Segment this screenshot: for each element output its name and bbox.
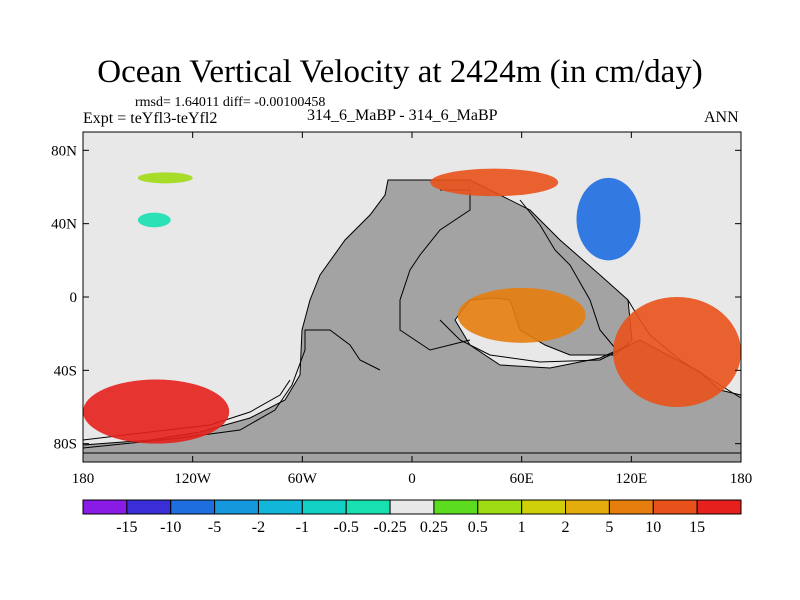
colorbar-swatch [696,499,742,515]
coastline-east [519,199,616,349]
x-tick-label: 120E [615,471,647,487]
colorbar-swatch [345,499,391,515]
x-axis: 180 120W 60W 0 60E 120E 180 [72,132,753,487]
colorbar-swatch [608,499,654,515]
colorbar-swatch [126,499,172,515]
feature-japan-arc [576,177,641,261]
y-tick-label: 80S [54,437,77,453]
x-tick-label: 180 [72,471,95,487]
colorbar-swatch [521,499,567,515]
colorbar-label: 15 [689,519,705,536]
y-axis: 80N 40N 0 40S 80S [51,143,741,453]
colorbar-swatch [565,499,610,515]
y-tick-label: 40S [54,363,77,379]
stats-line: rmsd= 1.64011 diff= -0.00100458 [135,95,326,110]
colorbar-swatch [389,499,435,515]
colorbar-label: -1 [296,519,309,536]
colorbar-label: -0.25 [373,519,406,536]
colorbar-label: 1 [518,519,526,536]
x-tick-label: 120W [174,471,212,487]
map-area [82,131,742,463]
coastline-south [82,329,381,449]
colorbar-label: -0.5 [334,519,359,536]
colorbar-label: 10 [645,519,661,536]
colorbar-label: 0.5 [468,519,488,536]
coastline-layer [82,189,742,454]
colorbar-swatch [652,499,698,515]
feature-arctic-upwelling-band [137,172,193,184]
feature-north-atlantic-arc [430,168,559,197]
colorbar-label: -10 [160,519,181,536]
experiment-label: Expt = teYfl3-teYfl2 [83,110,218,127]
season-label: ANN [704,109,739,126]
colorbar-swatch [214,499,259,515]
coastline-north-block [399,189,471,351]
chart-title: Ocean Vertical Velocity at 2424m (in cm/… [97,54,703,90]
feature-east-boundary-current [613,297,741,407]
y-tick-label: 40N [51,217,77,233]
x-tick-label: 60W [288,471,318,487]
colorbar-label: 2 [562,519,570,536]
coastline-arc [439,319,631,363]
colorbar-label: -15 [116,519,137,536]
y-tick-label: 80N [51,143,77,159]
x-tick-label: 60E [510,471,534,487]
velocity-features [83,168,741,444]
colorbar-label: 0.25 [420,519,448,536]
x-tick-label: 180 [730,471,753,487]
colorbar-label: -5 [208,519,221,536]
feature-southern-ocean-margin [83,379,230,444]
colorbar: -15 -10 -5 -2 -1 -0.5 -0.25 0.25 0.5 1 2 5 10 15 [82,499,742,536]
colorbar-swatch [82,499,128,515]
x-tick-label: 0 [408,471,416,487]
feature-indian-ocean-ring [457,287,586,343]
colorbar-swatch [257,499,303,515]
cases-label: 314_6_MaBP - 314_6_MaBP [307,107,498,124]
y-tick-label: 0 [70,290,78,306]
colorbar-swatch [433,499,479,515]
colorbar-swatch [477,499,523,515]
colorbar-swatch [301,499,347,515]
colorbar-label: 5 [605,519,613,536]
feature-north-pacific-patch [137,212,171,228]
colorbar-label: -2 [252,519,265,536]
colorbar-swatch [170,499,216,515]
